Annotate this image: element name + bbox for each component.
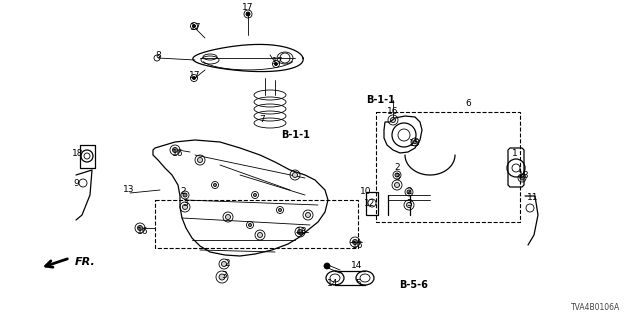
Text: 1: 1 xyxy=(512,148,518,157)
Circle shape xyxy=(390,117,396,123)
Circle shape xyxy=(173,148,177,153)
Circle shape xyxy=(193,76,195,79)
Text: 3: 3 xyxy=(406,199,412,209)
Circle shape xyxy=(182,204,188,210)
Circle shape xyxy=(253,194,257,196)
Text: 16: 16 xyxy=(352,242,364,251)
Circle shape xyxy=(406,203,412,207)
Text: 15: 15 xyxy=(409,139,420,148)
Bar xyxy=(376,112,520,222)
Circle shape xyxy=(413,140,417,144)
Circle shape xyxy=(198,157,202,163)
Text: 12: 12 xyxy=(364,199,376,209)
Circle shape xyxy=(246,12,250,16)
Text: 2: 2 xyxy=(180,188,186,196)
Circle shape xyxy=(324,263,330,269)
Text: 17: 17 xyxy=(190,23,202,33)
Circle shape xyxy=(394,182,399,188)
Text: 10: 10 xyxy=(360,188,372,196)
Circle shape xyxy=(305,212,310,218)
Text: 8: 8 xyxy=(155,51,161,60)
Text: 17: 17 xyxy=(243,4,253,12)
Text: 18: 18 xyxy=(296,228,308,236)
Text: FR.: FR. xyxy=(75,257,96,267)
Circle shape xyxy=(520,176,524,180)
Text: 11: 11 xyxy=(527,194,539,203)
Text: 7: 7 xyxy=(259,115,265,124)
Circle shape xyxy=(292,172,298,178)
Text: B-1-1: B-1-1 xyxy=(282,130,310,140)
Text: B-1-1: B-1-1 xyxy=(367,95,396,105)
Circle shape xyxy=(257,233,262,237)
Circle shape xyxy=(395,173,399,177)
Text: 5: 5 xyxy=(355,278,361,287)
Text: TVA4B0106A: TVA4B0106A xyxy=(571,303,620,312)
Circle shape xyxy=(298,229,303,235)
Text: 9: 9 xyxy=(73,180,79,188)
Text: 16: 16 xyxy=(172,149,184,158)
Text: 3: 3 xyxy=(182,198,188,207)
Circle shape xyxy=(248,223,252,227)
Text: 3: 3 xyxy=(221,271,227,281)
Circle shape xyxy=(221,261,227,267)
Text: 13: 13 xyxy=(124,185,135,194)
Text: 14: 14 xyxy=(351,260,363,269)
Text: 18: 18 xyxy=(518,171,530,180)
Circle shape xyxy=(407,190,411,194)
Text: 2: 2 xyxy=(394,163,400,172)
Bar xyxy=(155,200,358,248)
Circle shape xyxy=(138,226,143,230)
Circle shape xyxy=(275,62,278,66)
Text: 17: 17 xyxy=(189,71,201,81)
Circle shape xyxy=(183,193,187,197)
Circle shape xyxy=(278,209,282,212)
Text: 16: 16 xyxy=(137,228,148,236)
Text: B-5-6: B-5-6 xyxy=(399,280,428,290)
Text: 18: 18 xyxy=(72,148,84,157)
Circle shape xyxy=(214,183,216,187)
Text: 17: 17 xyxy=(272,58,284,67)
Text: 16: 16 xyxy=(387,108,399,116)
Circle shape xyxy=(193,25,195,28)
Circle shape xyxy=(225,214,230,220)
Circle shape xyxy=(353,239,358,244)
Text: 2: 2 xyxy=(406,188,412,196)
Text: 14: 14 xyxy=(327,278,339,287)
Text: 3: 3 xyxy=(394,173,400,182)
Text: 2: 2 xyxy=(224,260,230,268)
Circle shape xyxy=(219,274,225,280)
Text: 6: 6 xyxy=(465,99,471,108)
